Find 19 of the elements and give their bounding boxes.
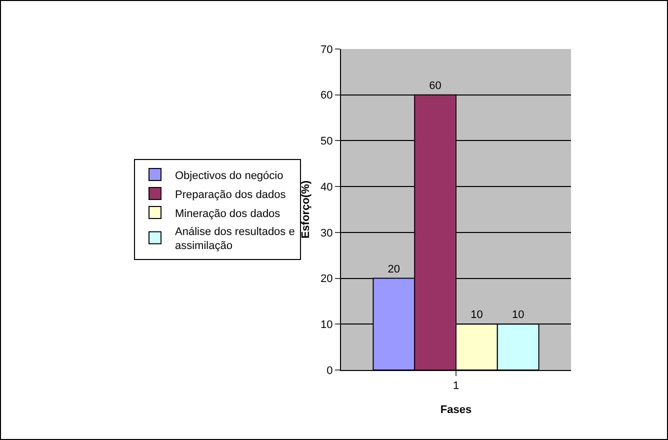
y-tick-label: 50 [320,136,333,148]
data-label: 10 [470,309,483,322]
x-tick-label: 1 [452,380,460,392]
x-axis-title: Fases [440,404,472,416]
y-tick-label: 70 [320,44,333,56]
y-tick-label: 10 [320,318,333,331]
y-tick-label: 20 [320,273,333,286]
legend-label: Mineração dos dados [175,208,281,220]
legend-label: Preparação dos dados [175,188,286,201]
legend-label: Análise dos resultados e assimilação [175,226,295,252]
y-tick-label: 0 [326,364,333,377]
y-axis-title: Esforço(%) [300,180,312,239]
legend-label: Objectivos do negócio [175,170,284,182]
data-label: 60 [429,80,442,92]
y-tick-label: 30 [320,227,333,240]
data-label: 20 [388,263,400,276]
y-tick-label: 60 [320,90,333,102]
y-tick-label: 40 [320,181,333,194]
data-label: 10 [512,309,524,322]
